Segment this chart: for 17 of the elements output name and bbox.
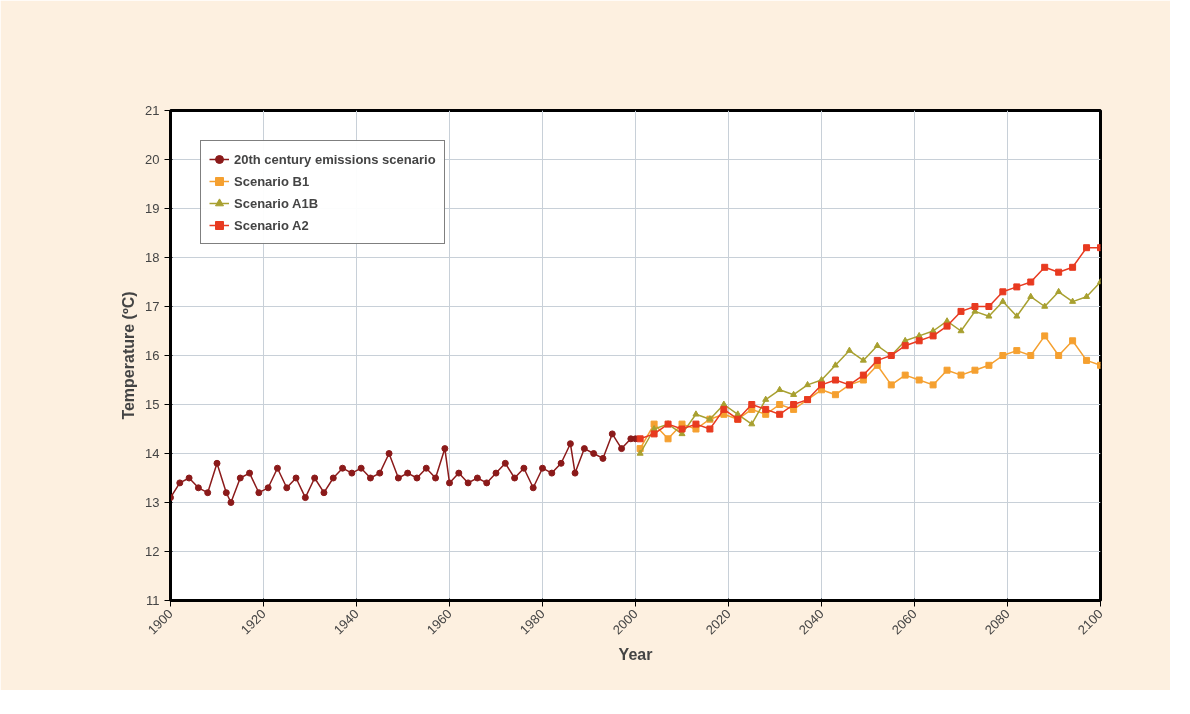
legend-label: Scenario A1B xyxy=(234,195,319,211)
legend-label: Scenario A2 xyxy=(234,217,309,233)
y-tick-label: 14 xyxy=(145,446,160,461)
y-tick-label: 20 xyxy=(145,152,160,167)
y-tick-label: 11 xyxy=(146,593,160,608)
legend-label: Scenario B1 xyxy=(234,173,310,189)
y-tick-label: 15 xyxy=(145,397,160,412)
y-tick-label: 16 xyxy=(145,348,160,363)
y-tick-label: 13 xyxy=(145,495,160,510)
y-tick-label: 17 xyxy=(145,299,160,314)
legend-label: 20th century emissions scenario xyxy=(234,151,436,167)
x-axis-title: Year xyxy=(618,646,653,664)
y-tick-label: 19 xyxy=(145,201,160,216)
y-tick-label: 18 xyxy=(145,250,160,265)
y-axis-title: Temperature (ºC) xyxy=(120,291,138,420)
y-tick-label: 12 xyxy=(145,544,160,559)
y-tick-label: 21 xyxy=(145,103,160,118)
